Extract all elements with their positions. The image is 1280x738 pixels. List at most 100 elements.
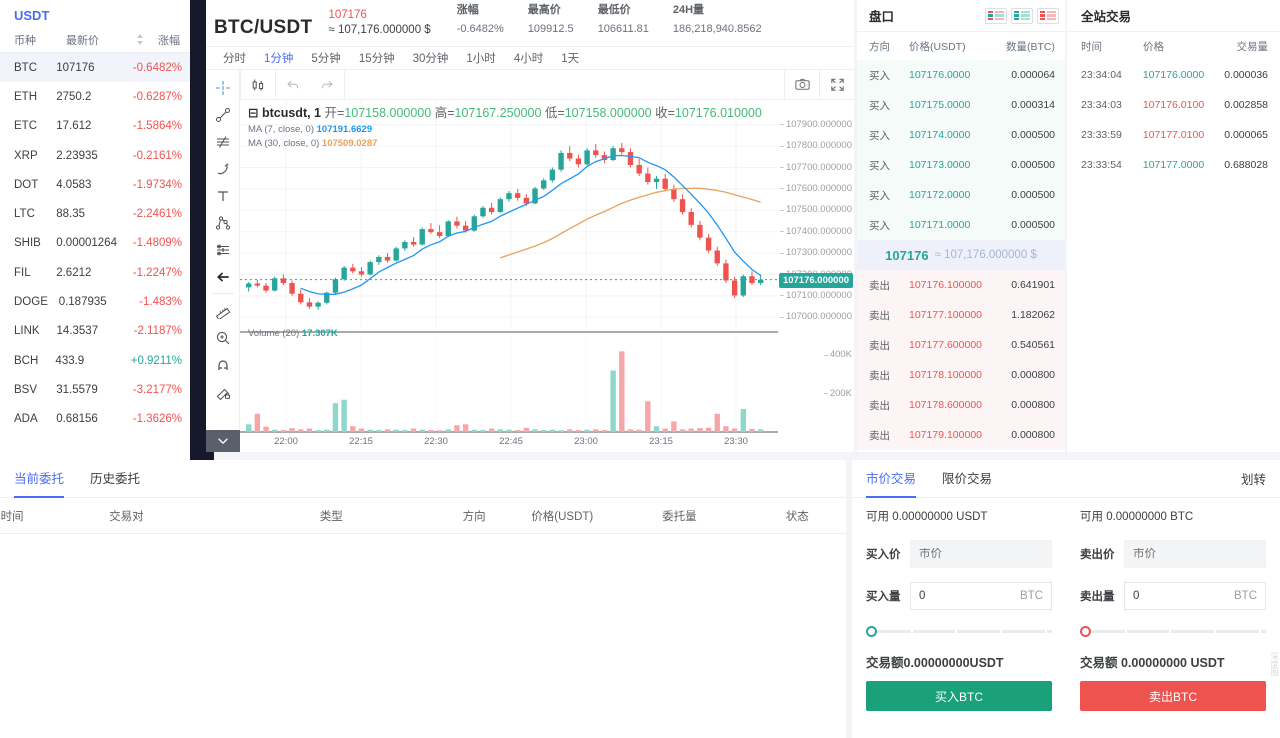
sell-percent-slider[interactable]	[1080, 624, 1266, 638]
coin-row-eth[interactable]: ETH 2750.2 -0.6287%	[0, 82, 190, 111]
coin-price: 88.35	[56, 208, 85, 221]
timeframe-7[interactable]: 1天	[561, 53, 580, 65]
coin-row-dot[interactable]: DOT 4.0583 -1.9734%	[0, 170, 190, 199]
time-tick: 22:15	[349, 436, 373, 447]
tr-col-price: 价格	[1143, 40, 1164, 53]
price-axis[interactable]: 107900.000000 107800.000000 107700.000000 1…	[778, 100, 854, 452]
timeframe-3[interactable]: 15分钟	[358, 53, 395, 65]
orders-col-4: 价格(USDT)	[531, 510, 594, 523]
bids-depth-icon[interactable]	[1011, 7, 1033, 24]
timeframe-6[interactable]: 4小时	[513, 53, 544, 65]
both-depth-icon[interactable]	[985, 7, 1007, 24]
buy-slider-knob[interactable]	[866, 625, 877, 637]
coin-price: 4.0583	[56, 178, 92, 191]
transfer-link[interactable]: 划转	[1240, 473, 1266, 487]
orderbook-row[interactable]: 买入 107171.0000 0.000500	[857, 210, 1065, 240]
depth-chart-watermark[interactable]: 深度图	[1270, 652, 1279, 676]
camera-icon[interactable]	[785, 70, 819, 99]
buy-amount-field[interactable]	[919, 590, 1020, 602]
coin-row-shib[interactable]: SHIB 0.00001264 -1.4809%	[0, 229, 190, 258]
buy-percent-slider[interactable]	[866, 624, 1052, 638]
sell-price-field[interactable]	[1133, 548, 1257, 560]
orders-col-6: 状态	[785, 510, 809, 523]
magnet-icon[interactable]	[209, 351, 237, 378]
coin-row-etc[interactable]: ETC 17.612 -1.5864%	[0, 112, 190, 141]
coin-change: -2.1187%	[133, 325, 182, 338]
chevron-down-icon[interactable]	[205, 430, 240, 452]
orderbook-row[interactable]: 卖出 107177.100000 1.182062	[857, 300, 1065, 330]
timeframe-4[interactable]: 30分钟	[412, 53, 449, 65]
buy-price-field[interactable]	[919, 548, 1043, 560]
brush-icon[interactable]	[209, 155, 237, 182]
orderbook-row[interactable]: 买入 107172.0000 0.000500	[857, 180, 1065, 210]
sell-submit-button[interactable]: 卖出BTC	[1080, 681, 1266, 711]
minus-box-icon[interactable]: ⊟	[248, 106, 259, 120]
coin-row-link[interactable]: LINK 14.3537 -2.1187%	[0, 317, 190, 346]
ob-side: 买入	[869, 69, 890, 82]
coin-row-btc[interactable]: BTC 107176 -0.6482%	[0, 53, 190, 83]
coin-change: -1.3626%	[132, 413, 182, 426]
buy-amount-unit: BTC	[1020, 590, 1043, 602]
timeframe-5[interactable]: 1小时	[466, 53, 496, 65]
orderbook-row[interactable]: 卖出 107176.100000 0.641901	[857, 270, 1065, 300]
trade-time: 23:33:59	[1081, 129, 1122, 141]
ob-side: 卖出	[869, 309, 890, 322]
redo-icon[interactable]	[310, 70, 344, 99]
zoom-in-icon[interactable]	[209, 324, 237, 351]
orders-tab-0[interactable]: 当前委托	[14, 460, 65, 498]
tab-limit-order[interactable]: 限价交易	[942, 471, 993, 486]
sell-amount-input[interactable]: BTC	[1124, 582, 1266, 610]
orderbook-row[interactable]: 卖出 107178.100000 0.000800	[857, 360, 1065, 390]
timeframe-2[interactable]: 5分钟	[311, 53, 341, 65]
coin-price: 31.5579	[56, 383, 98, 396]
orderbook-row[interactable]: 卖出 107178.600000 0.000800	[857, 390, 1065, 420]
trendline-icon[interactable]	[209, 101, 237, 128]
coin-row-ada[interactable]: ADA 0.68156 -1.3626%	[0, 405, 190, 434]
coin-symbol: SHIB	[14, 237, 41, 250]
ob-side: 卖出	[869, 399, 890, 412]
fib-icon[interactable]	[209, 128, 237, 155]
quote-tab-usdt[interactable]: USDT	[14, 8, 50, 23]
sell-slider-knob[interactable]	[1080, 625, 1091, 637]
orderbook-row[interactable]: 买入 107174.0000 0.000500	[857, 120, 1065, 150]
orderbook-row[interactable]: 买入 107175.0000 0.000314	[857, 90, 1065, 120]
coin-row-bsv[interactable]: BSV 31.5579 -3.2177%	[0, 375, 190, 404]
arrow-left-icon[interactable]	[209, 263, 237, 290]
orders-tab-1[interactable]: 历史委托	[90, 471, 141, 486]
lock-eraser-icon[interactable]	[209, 378, 237, 405]
undo-icon[interactable]	[276, 70, 310, 99]
buy-submit-button[interactable]: 买入BTC	[866, 681, 1052, 711]
tab-market-order[interactable]: 市价交易	[866, 460, 917, 498]
ruler-icon[interactable]	[209, 297, 237, 324]
orderbook-row[interactable]: 卖出 107177.600000 0.540561	[857, 330, 1065, 360]
coin-row-ltc[interactable]: LTC 88.35 -2.2461%	[0, 199, 190, 228]
ob-price: 107178.100000	[909, 369, 982, 381]
sell-amount-field[interactable]	[1133, 590, 1234, 602]
candle-style-icon[interactable]	[241, 70, 275, 99]
orderbook-row[interactable]: 卖出 107179.100000 0.000800	[857, 420, 1065, 450]
orderbook-row[interactable]: 买入 107176.0000 0.000064	[857, 60, 1065, 90]
coin-row-xrp[interactable]: XRP 2.23935 -0.2161%	[0, 141, 190, 170]
buy-price-input[interactable]	[910, 540, 1052, 568]
coin-row-doge[interactable]: DOGE 0.187935 -1.483%	[0, 287, 190, 316]
crosshair-icon[interactable]	[209, 74, 237, 101]
coin-price: 2.6212	[56, 266, 92, 279]
forecast-icon[interactable]	[209, 236, 237, 263]
sort-arrows-icon[interactable]	[132, 34, 148, 45]
timeframe-0[interactable]: 分时	[223, 53, 246, 65]
timeframe-1[interactable]: 1分钟	[264, 53, 294, 65]
text-icon[interactable]	[209, 182, 237, 209]
ob-side: 买入	[869, 159, 890, 172]
orderbook-row[interactable]: 买入 107173.0000 0.000500	[857, 150, 1065, 180]
coin-row-fil[interactable]: FIL 2.6212 -1.2247%	[0, 258, 190, 287]
coin-row-bch[interactable]: BCH 433.9 +0.9211%	[0, 346, 190, 375]
sell-price-input[interactable]	[1124, 540, 1266, 568]
buy-amount-label: 买入量	[866, 591, 901, 603]
coin-change: -1.9734%	[132, 178, 182, 191]
buy-amount-input[interactable]: BTC	[910, 582, 1052, 610]
fullscreen-icon[interactable]	[820, 70, 854, 99]
asks-depth-icon[interactable]	[1037, 7, 1059, 24]
time-axis[interactable]: 22:00 22:15 22:30 22:45 23:00 23:15 23:30	[240, 436, 778, 452]
plot-area[interactable]: ⊟ btcusdt, 1 开=107158.000000 高=107167.25…	[240, 100, 854, 452]
pitchfork-icon[interactable]	[209, 209, 237, 236]
